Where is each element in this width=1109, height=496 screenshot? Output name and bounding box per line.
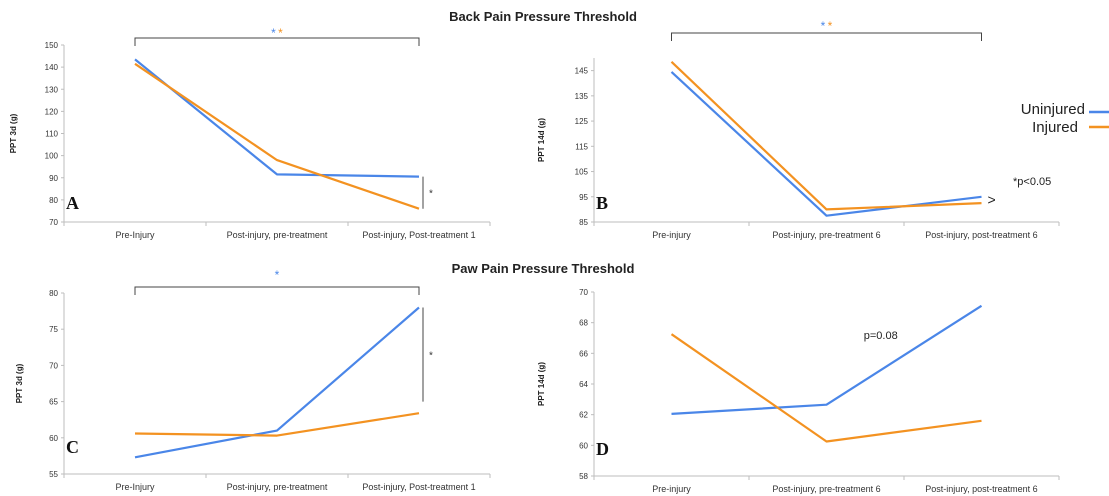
panel-b-arrow-marker: > [988,192,996,208]
panel-b-y-tick-label: 135 [575,92,589,101]
panel-c-y-tick-label: 75 [49,325,58,334]
panel-c-y-axis-title: PPT 3d (g) [15,363,24,403]
panel-b-category-label: Post-injury, post-treatment 6 [925,230,1037,240]
legend: Uninjured Injured [1021,101,1109,136]
panel-c-y-tick-label: 60 [49,434,58,443]
panel-b-category-label: Pre-injury [652,230,691,240]
panel-c-category-label: Post-injury, Post-treatment 1 [362,482,475,492]
panel-a-series-injured [134,62,420,210]
panel-b-letter: B [596,193,608,213]
panel-b-series-uninjured [670,71,982,217]
panel-c-y-tick-label: 70 [49,361,58,370]
panel-d-category-label: Post-injury, post-treatment 6 [925,484,1037,494]
panel-d-y-tick-label: 62 [579,411,588,420]
panel-d-y-tick-label: 66 [579,349,588,358]
panel-a-significance-star: * [278,26,283,40]
panel-c-letter: C [66,437,79,457]
panel-b-y-tick-label: 145 [575,67,589,76]
panel-b-y-tick-label: 125 [575,117,589,126]
panel-a-significance-star: * [429,189,433,200]
panel-c-series-uninjured [134,306,420,459]
panel-b-y-tick-label: 105 [575,168,589,177]
panel-d-category-label: Pre-injury [652,484,691,494]
panel-a-y-tick-label: 150 [45,41,59,50]
panel-b-series-injured [670,61,982,211]
panel-a-y-tick-label: 140 [45,63,59,72]
panel-a-y-tick-label: 70 [49,218,58,227]
panel-d: 58 60 62 64 66 68 70 Pre-injury Post-injury, pre… [537,288,1060,494]
panel-a-category-label: Post-injury, Post-treatment 1 [362,230,475,240]
panel-a-series-uninjured [134,58,420,178]
panel-a-y-tick-label: 110 [45,130,58,139]
panel-d-y-tick-label: 70 [579,288,588,297]
panel-c-significance-star: * [275,268,280,282]
panel-b-significance-star: * [828,19,833,33]
panel-a-significance-bracket [134,37,420,46]
panel-b: 85 95 105 115 125 135 145 Pre-injury Post-injury… [537,19,1060,240]
panel-b-y-axis-title: PPT 14d (g) [537,118,546,162]
panel-b-y-tick-label: 95 [579,193,588,202]
significance-note: *p<0.05 [1013,176,1051,188]
panel-d-category-label: Post-injury, pre-treatment 6 [772,484,880,494]
paw-section-title: Paw Pain Pressure Threshold [452,261,635,276]
panel-a-y-tick-label: 120 [45,107,59,116]
panel-a-category-label: Pre-Injury [115,230,155,240]
panel-a-y-tick-label: 130 [45,85,59,94]
panel-a-category-label: Post-injury, pre-treatment [227,230,328,240]
panel-c-category-label: Post-injury, pre-treatment [227,482,328,492]
panel-a-letter: A [66,193,79,213]
panel-c-category-label: Pre-Injury [115,482,155,492]
panel-c-y-tick-label: 80 [49,289,58,298]
panel-c-y-tick-label: 55 [49,470,58,479]
panel-a-y-tick-label: 100 [45,152,59,161]
panel-d-p-value-label: p=0.08 [864,330,898,342]
panel-b-significance-star: * [821,19,826,33]
panel-d-y-tick-label: 60 [579,441,588,450]
panel-c-y-tick-label: 65 [49,398,58,407]
panel-a: 70 80 90 100 110 120 130 140 150 Pre-Injury Post-i… [9,26,491,240]
panel-a-significance-star: * [271,26,276,40]
panel-a-y-tick-label: 90 [49,174,58,183]
back-section-title: Back Pain Pressure Threshold [449,9,637,24]
legend-label-injured: Injured [1032,119,1078,136]
panel-a-y-axis-title: PPT 3d (g) [9,113,18,153]
panel-d-y-tick-label: 58 [579,472,588,481]
panel-d-y-tick-label: 68 [579,319,588,328]
legend-label-uninjured: Uninjured [1021,101,1085,118]
panel-d-series-injured [670,333,982,443]
panel-b-category-label: Post-injury, pre-treatment 6 [772,230,880,240]
panel-c-significance-bracket [134,286,420,295]
panel-c-series-injured [134,412,420,437]
panel-d-series-uninjured [671,304,983,415]
panel-b-y-tick-label: 115 [575,142,588,151]
panel-d-letter: D [596,439,609,459]
panel-a-y-tick-label: 80 [49,196,58,205]
panel-b-significance-bracket [671,32,982,41]
panel-c-significance-star: * [429,351,433,362]
panel-c: 55 60 65 70 75 80 Pre-Injury Post-injury, pre-t… [15,268,491,492]
panel-d-y-axis-title: PPT 14d (g) [537,362,546,406]
panel-b-y-tick-label: 85 [579,218,588,227]
panel-d-y-tick-label: 64 [579,380,588,389]
